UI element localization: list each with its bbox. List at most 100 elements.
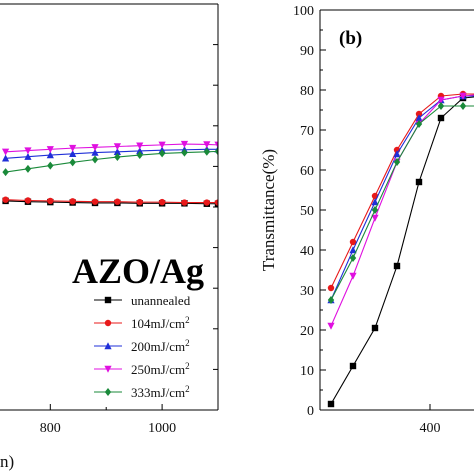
y-tick-label: 90 xyxy=(300,44,314,59)
y-tick-label: 20 xyxy=(300,324,314,339)
data-point-1-4 xyxy=(415,110,423,118)
series-line-2 xyxy=(330,95,474,301)
panel-a: 800 1000 n) AZO/Ag unannealed 104mJ/cm2 200mJ/… xyxy=(0,3,219,471)
panel-b: 0 10 20 30 40 50 60 70 80 90 100 400 Transmittance(%… xyxy=(259,4,474,436)
series-3 xyxy=(327,92,474,330)
data-point-3-8 xyxy=(180,140,189,148)
data-point-3-6 xyxy=(136,142,144,150)
data-point-4-2 xyxy=(371,206,379,214)
x-axis-label-fragment: n) xyxy=(0,452,14,471)
data-point-3-5 xyxy=(437,96,445,104)
data-point-4-1 xyxy=(349,254,357,262)
data-point-4-4 xyxy=(91,155,99,164)
data-point-3-6 xyxy=(459,92,467,100)
data-point-1-0 xyxy=(2,196,9,203)
series-2 xyxy=(1,145,218,162)
series-4 xyxy=(327,102,474,304)
data-point-2-1 xyxy=(24,152,32,160)
legend-marker-3 xyxy=(104,365,112,373)
data-point-3-10 xyxy=(214,141,218,149)
data-point-0-5 xyxy=(437,114,445,122)
series-1 xyxy=(2,196,218,206)
series-line-1 xyxy=(330,93,474,289)
series-1 xyxy=(327,90,474,292)
series-line-4 xyxy=(330,105,474,301)
legend-superscript: 2 xyxy=(185,361,190,371)
y-tick-label: 40 xyxy=(300,244,314,259)
series-4 xyxy=(2,147,218,177)
data-point-3-1 xyxy=(349,272,357,280)
legend-superscript: 2 xyxy=(185,315,190,325)
legend-marker-4 xyxy=(104,388,112,396)
y-tick-label: 100 xyxy=(293,4,314,19)
data-point-2-2 xyxy=(46,151,54,159)
legend-marker-0 xyxy=(104,296,112,304)
data-point-4-5 xyxy=(114,153,121,162)
data-point-1-1 xyxy=(24,197,32,204)
annotation-azo-ag: AZO/Ag xyxy=(72,251,204,291)
panel-label-b: (b) xyxy=(339,28,362,49)
data-point-2-1 xyxy=(349,246,357,254)
x-tick-label: 800 xyxy=(40,421,61,436)
legend-label-3: 250mJ/cm2 xyxy=(131,361,190,377)
y-tick-label: 80 xyxy=(300,84,314,99)
data-point-3-1 xyxy=(24,147,32,155)
data-point-3-9 xyxy=(203,141,211,149)
data-point-1-10 xyxy=(214,199,218,206)
data-point-4-1 xyxy=(24,164,32,173)
data-point-1-2 xyxy=(47,197,54,205)
data-point-4-6 xyxy=(136,151,143,160)
data-point-2-4 xyxy=(91,148,99,156)
series-3 xyxy=(1,140,218,156)
data-point-0-0 xyxy=(327,400,335,408)
data-point-1-0 xyxy=(327,284,335,292)
data-point-0-1 xyxy=(349,362,357,370)
data-point-1-7 xyxy=(158,198,166,206)
legend-marker-1 xyxy=(104,319,112,327)
data-point-2-6 xyxy=(136,147,144,155)
data-point-4-0 xyxy=(327,296,335,304)
data-point-0-3 xyxy=(393,262,401,270)
data-point-3-0 xyxy=(1,148,10,156)
data-point-2-2 xyxy=(371,198,379,206)
data-point-0-2 xyxy=(371,324,379,332)
data-point-4-3 xyxy=(69,158,76,167)
data-point-1-1 xyxy=(349,238,357,246)
data-point-4-0 xyxy=(2,168,9,177)
data-point-2-4 xyxy=(415,114,423,122)
legend-marker-2 xyxy=(104,342,112,350)
data-point-1-8 xyxy=(181,199,188,206)
y-tick-label: 60 xyxy=(300,164,314,179)
data-point-3-5 xyxy=(113,143,121,151)
data-point-4-3 xyxy=(393,158,401,166)
data-point-4-10 xyxy=(214,147,218,156)
y-tick-label: 10 xyxy=(300,364,314,379)
y-tick-label: 50 xyxy=(300,204,314,219)
data-point-4-2 xyxy=(47,161,54,170)
data-point-3-4 xyxy=(91,144,99,152)
legend-label-4: 333mJ/cm2 xyxy=(131,384,190,400)
data-point-2-3 xyxy=(69,150,77,158)
legend-label-1: 104mJ/cm2 xyxy=(131,315,190,331)
series-2 xyxy=(327,92,474,304)
data-point-4-8 xyxy=(181,148,188,157)
data-point-1-6 xyxy=(136,198,143,206)
legend-label-2: 200mJ/cm2 xyxy=(131,338,190,354)
legend-superscript: 2 xyxy=(185,384,190,394)
data-point-2-5 xyxy=(113,147,121,155)
x-tick-label: 400 xyxy=(420,421,441,436)
data-point-3-0 xyxy=(327,322,335,330)
series-line-0 xyxy=(330,96,474,405)
data-point-1-9 xyxy=(203,199,211,206)
data-point-4-7 xyxy=(158,149,166,158)
data-point-4-5 xyxy=(437,102,445,110)
data-point-2-3 xyxy=(393,150,401,158)
data-point-4-4 xyxy=(415,120,423,128)
x-tick-label: 1000 xyxy=(148,421,176,436)
data-point-3-2 xyxy=(371,214,379,222)
data-point-4-6 xyxy=(459,102,467,110)
data-point-3-2 xyxy=(46,146,54,154)
data-point-3-3 xyxy=(69,144,77,152)
data-point-1-3 xyxy=(69,198,76,205)
